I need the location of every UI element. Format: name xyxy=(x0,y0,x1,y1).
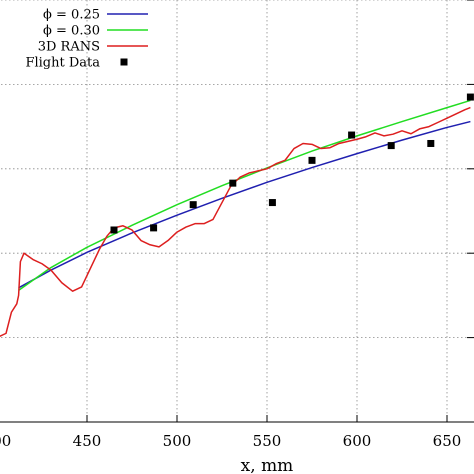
series-2-line xyxy=(0,106,471,338)
legend-label-3: Flight Data xyxy=(25,56,100,71)
flight-data-point-1 xyxy=(150,224,158,232)
legend-label-1: ϕ = 0.30 xyxy=(43,24,100,39)
flight-data-point-0 xyxy=(110,226,118,234)
flight-data-point-9 xyxy=(466,93,474,101)
x-tick-label-1: 450 xyxy=(73,432,102,450)
legend-marker-3 xyxy=(120,58,128,66)
flight-data-point-7 xyxy=(387,142,395,150)
x-tick-label-5: 650 xyxy=(433,432,462,450)
x-tick-label-2: 500 xyxy=(163,432,192,450)
flight-data-point-5 xyxy=(308,156,316,164)
x-tick-label-3: 550 xyxy=(253,432,282,450)
x-tick-label-4: 600 xyxy=(343,432,372,450)
x-axis-label: x, mm xyxy=(241,456,294,474)
axis-ticks: 400 450 500 550 600 650 xyxy=(0,0,474,450)
flight-data-point-6 xyxy=(348,131,356,139)
flight-data-point-3 xyxy=(229,179,237,187)
flight-data-point-2 xyxy=(189,201,197,209)
flight-data-point-4 xyxy=(268,199,276,207)
x-tick-label-0: 400 xyxy=(0,432,11,450)
series-1-line xyxy=(18,99,471,291)
series-layer xyxy=(0,93,474,338)
series-0-line xyxy=(18,120,471,289)
flight-data-point-8 xyxy=(427,139,435,147)
legend-label-0: ϕ = 0.25 xyxy=(43,8,100,23)
legend-label-2: 3D RANS xyxy=(38,40,100,55)
